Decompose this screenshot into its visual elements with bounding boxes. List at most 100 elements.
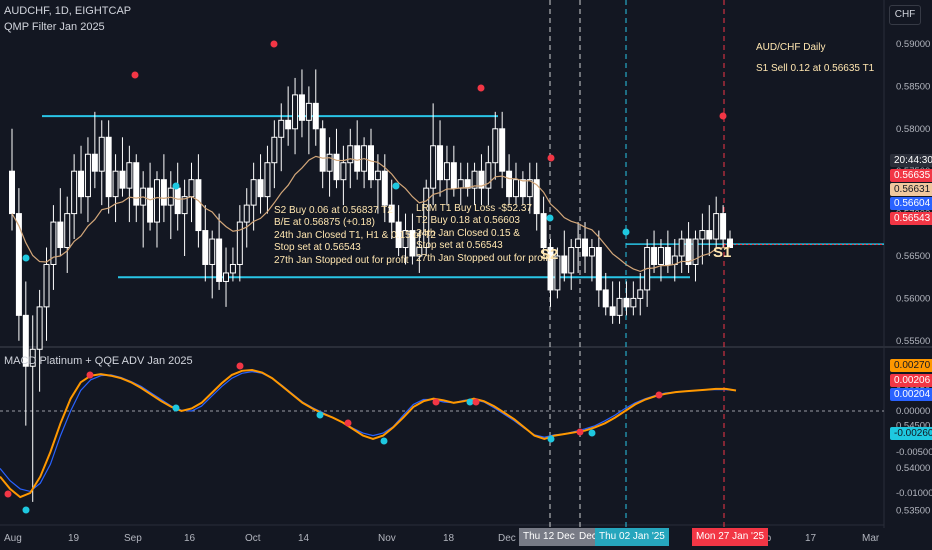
currency-selector[interactable]: CHF — [889, 5, 921, 25]
macd-title: MACD Platinum + QQE ADV Jan 2025 — [4, 355, 193, 367]
candle-body — [664, 247, 671, 265]
macd-line — [0, 368, 737, 499]
candle-body — [492, 128, 499, 164]
candle-body — [126, 162, 133, 189]
candle-body — [57, 221, 64, 249]
macd-tag-1: 0.00270 — [890, 359, 932, 372]
time-tick-label: 17 — [805, 533, 817, 544]
candle-body — [485, 162, 492, 189]
macd-tag-3: 0.00204 — [890, 388, 932, 401]
buy-signal-dot — [172, 182, 180, 190]
candle-body — [285, 119, 292, 130]
candle-body — [630, 297, 637, 308]
candle-body — [526, 179, 533, 198]
x-tag-s1: Mon 27 Jan '25 — [692, 528, 769, 546]
candle-body — [236, 221, 243, 265]
price-tick-label: 0.59000 — [896, 39, 930, 50]
candle-body — [105, 136, 112, 198]
candle-body — [692, 238, 699, 265]
candle-body — [437, 145, 444, 181]
macd-cross-up-dot — [466, 398, 474, 406]
candle-body — [450, 162, 457, 189]
candle-body — [616, 297, 623, 316]
candle-body — [333, 153, 340, 181]
price-tick-label: 0.56000 — [896, 293, 930, 304]
sell-signal-dot — [547, 154, 555, 162]
candle-body — [181, 196, 188, 215]
candle-body — [229, 263, 236, 274]
macd-cross-down-dot — [655, 391, 663, 399]
candle-body — [657, 247, 664, 265]
x-tag-jan: Thu 02 Jan '25 — [595, 528, 669, 546]
price-tag-2: 0.56631 — [890, 183, 932, 196]
candle-body — [471, 170, 478, 189]
price-tick-label: 0.54500 — [896, 421, 930, 432]
candle-body — [298, 94, 305, 121]
candle-body — [223, 272, 230, 282]
candle-body — [637, 289, 644, 299]
time-tick-label: Mar — [862, 533, 880, 544]
candle-body — [540, 213, 547, 249]
sell-signal-dot — [131, 71, 139, 79]
candle-body — [374, 170, 381, 181]
candle-body — [609, 306, 616, 316]
time-tick-label: 16 — [184, 533, 196, 544]
candle-body — [582, 238, 589, 257]
macd-cross-up-dot — [547, 435, 555, 443]
buy-signal-dot — [546, 214, 554, 222]
candle-body — [305, 102, 312, 121]
trade-line: S1 Sell 0.12 at 0.56635 T1 — [756, 63, 875, 74]
candle-body — [388, 204, 395, 223]
candle-body — [278, 119, 285, 138]
candle-body — [84, 153, 91, 198]
time-tick-label: Sep — [124, 533, 142, 544]
candle-body — [651, 247, 658, 265]
time-tick-label: Oct — [245, 533, 261, 544]
candle-body — [395, 221, 402, 249]
candle-body — [292, 94, 299, 130]
time-tick-label: Nov — [378, 533, 396, 544]
candle-body — [595, 247, 602, 291]
candle-body — [699, 230, 706, 240]
candle-body — [326, 153, 333, 172]
candle-body — [623, 297, 630, 308]
symbol-title: AUDCHF, 1D, EIGHTCAP — [4, 5, 132, 17]
candle-body — [202, 230, 209, 265]
candle-body — [478, 170, 485, 189]
price-tick-label: 0.56500 — [896, 251, 930, 262]
candle-body — [188, 179, 195, 198]
macd-cross-down-dot — [86, 371, 94, 379]
price-tag-1: 0.56635 — [890, 169, 932, 182]
buy-signal-dot — [22, 254, 30, 262]
candle-body — [312, 102, 319, 130]
macd-cross-down-dot — [344, 419, 352, 427]
candle-body — [243, 204, 250, 223]
macd-tick-label: -0.01000 — [896, 488, 932, 499]
time-tick-label: 18 — [443, 533, 455, 544]
time-tag: 20:44:30 — [890, 154, 932, 167]
s1-label: S1 — [713, 244, 732, 261]
macd-cross-down-dot — [472, 398, 480, 406]
candle-body — [209, 238, 216, 265]
candle-body — [588, 247, 595, 257]
candle-body — [423, 187, 430, 249]
macd-tag-2: 0.00206 — [890, 374, 932, 387]
candle-body — [381, 170, 388, 206]
macd-tick-label: 0.00000 — [896, 406, 930, 417]
macd-cross-down-dot — [432, 398, 440, 406]
candle-body — [547, 247, 554, 291]
macd-cross-up-dot — [380, 437, 388, 445]
macd-tag-4: -0.00260 — [890, 427, 932, 440]
candle-body — [533, 179, 540, 215]
trade-title: AUD/CHF Daily — [756, 42, 826, 53]
macd-cross-up-dot — [172, 404, 180, 412]
candle-body — [50, 221, 57, 265]
candle-body — [160, 179, 167, 206]
candle-body — [147, 187, 154, 223]
macd-cross-down-dot — [236, 362, 244, 370]
price-tick-label: 0.54000 — [896, 463, 930, 474]
price-tick-label: 0.55500 — [896, 336, 930, 347]
candle-body — [602, 289, 609, 308]
